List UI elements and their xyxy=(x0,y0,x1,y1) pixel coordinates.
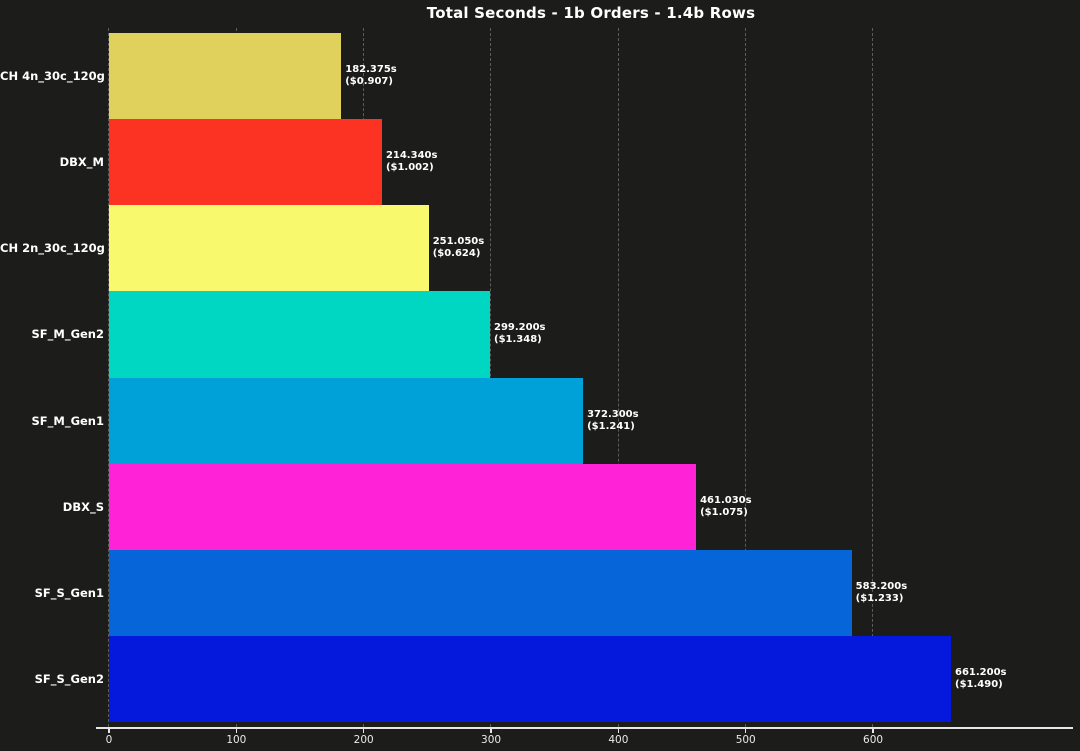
x-axis-spine xyxy=(96,727,1073,729)
gridline-x-0 xyxy=(108,28,110,727)
y-axis-label-CH 4n_30c_120g: CH 4n_30c_120g xyxy=(0,69,105,84)
bar-SF_M_Gen2 xyxy=(109,291,490,378)
x-tick-label-200: 200 xyxy=(353,734,374,746)
y-axis: CH 4n_30c_120g DBX_M CH 2n_30c_120g SF_M_Ge… xyxy=(0,28,105,727)
bar-value-label-CH 2n_30c_120g: 251.050s ($0.624) xyxy=(432,236,485,260)
x-tick-label-500: 500 xyxy=(735,734,756,746)
x-tick-mark-500 xyxy=(745,728,747,733)
y-axis-label-SF_S_Gen2: SF_S_Gen2 xyxy=(34,671,104,686)
bar-SF_M_Gen1 xyxy=(109,377,584,464)
bar-SF_S_Gen2 xyxy=(109,635,951,722)
bar-value-label-DBX_M: 214.340s ($1.002) xyxy=(385,150,438,174)
y-axis-label-DBX_S: DBX_S xyxy=(62,499,104,514)
bar-SF_S_Gen1 xyxy=(109,549,852,636)
gridline-x-600 xyxy=(872,28,874,727)
x-tick-mark-0 xyxy=(108,728,110,733)
bar-value-label-DBX_S: 461.030s ($1.075) xyxy=(700,494,752,518)
bar-value-label-SF_M_Gen2: 299.200s ($1.348) xyxy=(494,322,546,346)
bar-value-label-SF_S_Gen2: 661.200s ($1.490) xyxy=(955,666,1007,690)
y-axis-label-SF_M_Gen1: SF_M_Gen1 xyxy=(31,413,104,428)
x-tick-mark-200 xyxy=(363,728,365,733)
x-tick-label-300: 300 xyxy=(481,734,502,746)
chart-title: Total Seconds - 1b Orders - 1.4b Rows xyxy=(426,4,756,22)
y-axis-label-SF_M_Gen2: SF_M_Gen2 xyxy=(31,327,104,342)
bar-value-label-SF_M_Gen1: 372.300s ($1.241) xyxy=(587,408,639,432)
x-tick-mark-600 xyxy=(872,728,874,733)
x-tick-mark-300 xyxy=(490,728,492,733)
plot-area: 182.375s ($0.907) 214.340s ($1.002) 251.050s… xyxy=(108,28,1073,727)
x-tick-label-0: 0 xyxy=(105,734,113,746)
x-tick-label-600: 600 xyxy=(863,734,884,746)
y-axis-label-DBX_M: DBX_M xyxy=(59,155,104,170)
gridline-x-500 xyxy=(744,28,746,727)
bar-CH 2n_30c_120g xyxy=(109,205,429,292)
bar-value-label-SF_S_Gen1: 583.200s ($1.233) xyxy=(855,580,908,604)
bar-DBX_S xyxy=(109,463,697,550)
gridline-x-400 xyxy=(617,28,619,727)
bar-CH 4n_30c_120g xyxy=(109,33,342,120)
x-tick-label-400: 400 xyxy=(608,734,629,746)
y-axis-label-CH 2n_30c_120g: CH 2n_30c_120g xyxy=(0,241,105,256)
x-tick-mark-100 xyxy=(235,728,237,733)
y-axis-label-SF_S_Gen1: SF_S_Gen1 xyxy=(34,585,104,600)
bar-DBX_M xyxy=(109,119,382,206)
bar-value-label-CH 4n_30c_120g: 182.375s ($0.907) xyxy=(345,64,397,88)
x-tick-label-100: 100 xyxy=(226,734,247,746)
x-tick-mark-400 xyxy=(617,728,620,733)
